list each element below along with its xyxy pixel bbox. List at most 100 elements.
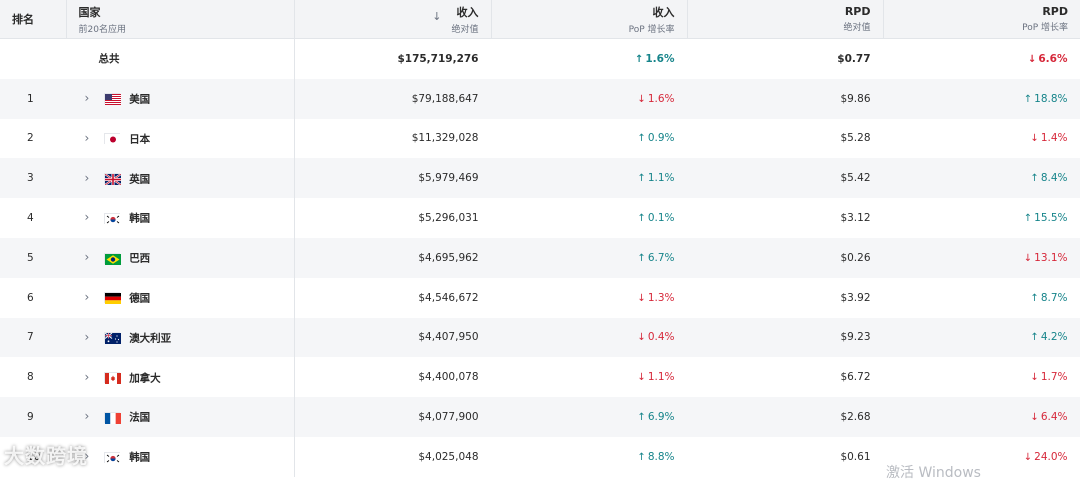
row-revenue: $11,329,028 — [411, 132, 479, 145]
chevron-right-icon[interactable]: › — [84, 90, 90, 105]
row-rpd: $3.92 — [840, 291, 871, 304]
row-rpd-pop-value: 18.8% — [1034, 92, 1068, 105]
flag-ca-icon — [103, 372, 121, 385]
row-rpd-pop: ↑ 4.2% — [883, 317, 1080, 358]
country-name: 法国 — [129, 411, 151, 424]
row-country[interactable]: › 韩国 — [66, 436, 295, 477]
header-rpd-label: RPD — [844, 5, 871, 18]
flag-kr-icon — [103, 451, 121, 464]
header-country[interactable]: 国家 前20名应用 — [66, 0, 295, 39]
row-rpd-pop: ↓ 13.1% — [883, 237, 1080, 278]
header-revenue-pop-sub: PoP 增长率 — [628, 24, 675, 35]
arrow-up-icon: ↑ — [637, 252, 646, 264]
row-country[interactable]: › 日本 — [66, 118, 295, 159]
arrow-up-icon: ↑ — [1030, 173, 1039, 185]
header-revenue[interactable]: ↓ 收入 绝对值 — [294, 0, 492, 39]
row-revenue: $4,025,048 — [418, 450, 479, 463]
row-rank: 4 — [27, 212, 34, 225]
chevron-right-icon[interactable]: › — [84, 369, 90, 384]
row-revenue: $4,407,950 — [294, 317, 491, 358]
table-row[interactable]: 5 › 巴西 $4,695,962 ↑ 6.7% $0.26 ↓ 13.1% — [0, 237, 1080, 278]
header-rpd-pop[interactable]: RPD PoP 增长率 — [883, 0, 1080, 39]
table-row[interactable]: 3 › 英国 $5,979,469 ↑ 1.1% $5.42 ↑ 8.4% — [0, 158, 1080, 199]
row-country[interactable]: › 德国 — [66, 277, 295, 318]
country-name: 德国 — [129, 292, 151, 305]
chevron-right-icon[interactable]: › — [84, 289, 90, 304]
row-country[interactable]: › 巴西 — [66, 237, 295, 278]
row-revenue-pop: ↑ 6.7% — [491, 237, 687, 278]
chevron-right-icon[interactable]: › — [84, 449, 90, 464]
arrow-up-icon: ↑ — [1030, 292, 1039, 304]
chevron-right-icon[interactable]: › — [84, 409, 90, 424]
row-revenue-pop-value: 6.9% — [647, 411, 675, 424]
row-revenue-pop: ↑ 8.8% — [491, 437, 687, 477]
row-rpd: $5.28 — [840, 132, 871, 145]
arrow-up-icon: ↑ — [1023, 93, 1033, 105]
total-label-cell: 总共 — [66, 38, 295, 79]
header-rank[interactable]: 排名 — [0, 0, 67, 39]
arrow-up-icon: ↑ — [637, 412, 646, 424]
chevron-right-icon[interactable]: › — [84, 250, 90, 265]
total-rpd: $0.77 — [687, 38, 883, 79]
arrow-up-icon: ↑ — [637, 213, 646, 225]
total-revenue-pop-value: 1.6% — [645, 52, 675, 65]
row-revenue-pop-value: 1.1% — [647, 172, 675, 185]
row-rpd-pop-value: 1.7% — [1040, 371, 1068, 384]
chevron-right-icon[interactable]: › — [84, 130, 90, 145]
row-rank: 8 — [27, 371, 34, 384]
header-rpd[interactable]: RPD 绝对值 — [687, 0, 884, 39]
row-revenue: $4,695,962 — [294, 237, 491, 278]
row-rpd-pop: ↑ 15.5% — [883, 198, 1080, 238]
sort-desc-icon[interactable]: ↓ — [432, 9, 442, 23]
row-revenue-pop: ↓ 0.4% — [491, 317, 687, 358]
row-revenue-pop-value: 6.7% — [647, 251, 675, 264]
row-revenue-pop: ↓ 1.6% — [491, 78, 687, 119]
row-revenue: $4,546,672 — [418, 291, 479, 304]
row-rpd-pop-value: 24.0% — [1034, 450, 1068, 463]
table-row[interactable]: 1 › 美国 $79,188,647 ↓ 1.6% $9.86 ↑ 18.8% — [0, 78, 1080, 119]
chevron-right-icon[interactable]: › — [84, 329, 90, 344]
row-country[interactable]: › 美国 — [66, 78, 295, 119]
chevron-right-icon[interactable]: › — [84, 170, 90, 185]
table-row[interactable]: 6 › 德国 $4,546,672 ↓ 1.3% $3.92 ↑ 8.7% — [0, 277, 1080, 318]
table-row[interactable]: 4 › 韩国 $5,296,031 ↑ 0.1% $3.12 ↑ 15.5% — [0, 198, 1080, 238]
row-rpd: $0.26 — [687, 237, 883, 278]
country-name: 韩国 — [129, 451, 151, 464]
table-row[interactable]: 7 › 澳大利亚 $4,407,950 ↓ 0.4% $9.23 ↑ 4.2% — [0, 317, 1080, 358]
flag-kr-icon — [103, 212, 121, 225]
row-rank: 7 — [0, 317, 66, 358]
total-rank — [0, 38, 66, 79]
row-rpd-pop-value: 4.2% — [1040, 331, 1068, 344]
table-row[interactable]: 8 › 加拿大 $4,400,078 ↓ 1.1% $6.72 ↓ 1.7% — [0, 357, 1080, 398]
row-rpd: $9.23 — [687, 317, 883, 358]
row-country[interactable]: › 法国 — [66, 397, 295, 437]
row-country[interactable]: › 加拿大 — [66, 357, 295, 398]
row-country[interactable]: › 英国 — [66, 158, 295, 199]
table-row[interactable]: 9 › 法国 $4,077,900 ↑ 6.9% $2.68 ↓ 6.4% — [0, 397, 1080, 437]
row-rpd-pop-value: 8.7% — [1040, 291, 1068, 304]
row-country[interactable]: › 韩国 — [66, 198, 295, 238]
row-revenue-pop-value: 8.8% — [647, 450, 675, 463]
arrow-down-icon: ↓ — [1023, 252, 1033, 264]
row-revenue-pop-value: 0.1% — [647, 212, 675, 225]
row-rpd: $9.86 — [687, 78, 883, 119]
arrow-up-icon: ↑ — [1030, 332, 1039, 344]
arrow-down-icon: ↓ — [637, 292, 646, 304]
country-name: 韩国 — [129, 212, 151, 225]
chevron-right-icon[interactable]: › — [84, 210, 90, 225]
row-rpd-pop-value: 8.4% — [1040, 172, 1068, 185]
row-country[interactable]: › 澳大利亚 — [66, 317, 295, 358]
total-rpd-pop: ↓ 6.6% — [883, 38, 1080, 79]
table-row[interactable]: 10 › 韩国 $4,025,048 ↑ 8.8% $0.61 ↓ 24.0% — [0, 436, 1080, 477]
flag-fr-icon — [103, 411, 121, 424]
row-revenue-pop: ↓ 1.3% — [491, 278, 687, 318]
row-revenue: $5,296,031 — [418, 212, 479, 225]
row-revenue-pop: ↓ 1.1% — [491, 357, 687, 397]
country-name: 美国 — [129, 93, 151, 106]
row-revenue-pop-value: 1.3% — [647, 291, 675, 304]
row-rpd-pop-value: 1.4% — [1040, 132, 1068, 145]
header-revenue-pop[interactable]: 收入 PoP 增长率 — [491, 0, 688, 39]
row-revenue-pop: ↑ 0.9% — [491, 119, 687, 159]
row-rpd: $2.68 — [687, 397, 883, 437]
table-row[interactable]: 2 › 日本 $11,329,028 ↑ 0.9% $5.28 ↓ 1.4% — [0, 118, 1080, 159]
